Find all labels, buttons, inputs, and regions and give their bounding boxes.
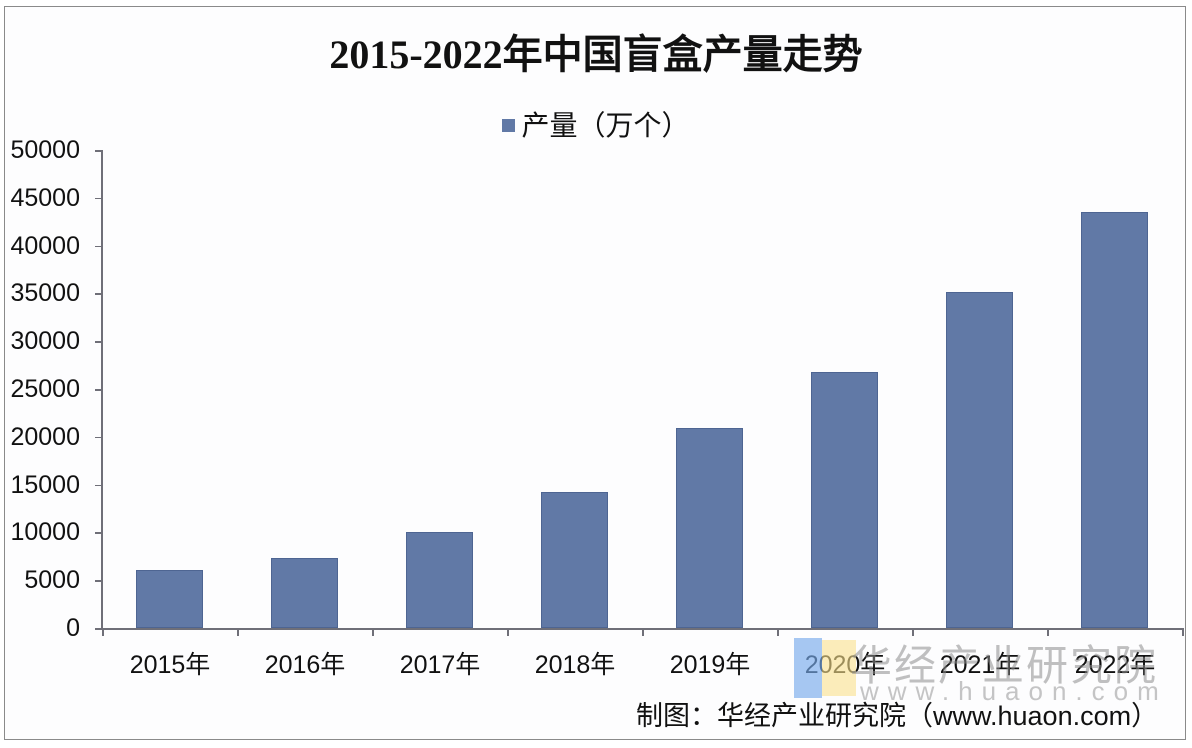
y-tick-label: 40000 <box>10 231 80 260</box>
x-tick-label: 2016年 <box>264 651 346 679</box>
y-tick-label: 15000 <box>10 470 80 499</box>
y-tick <box>95 580 102 582</box>
bar-2016年 <box>271 558 338 628</box>
chart-legend: 产量（万个） <box>0 104 1192 144</box>
y-tick-label: 20000 <box>10 422 80 451</box>
x-tick <box>1047 628 1049 636</box>
y-tick-label: 25000 <box>10 375 80 403</box>
source-note: 制图：华经产业研究院（www.huaon.com） <box>636 701 1159 731</box>
y-tick-label: 35000 <box>10 279 80 308</box>
legend-swatch-icon <box>502 119 516 133</box>
y-tick-label: 30000 <box>10 327 80 356</box>
y-tick <box>95 484 102 487</box>
x-axis <box>101 628 1182 630</box>
x-tick <box>102 628 104 636</box>
x-tick-label: 2019年 <box>669 651 751 679</box>
x-tick <box>777 628 779 636</box>
watermark-url: www.huaon.com <box>860 676 1168 706</box>
bar-2019年 <box>676 428 743 628</box>
y-tick <box>95 436 102 439</box>
x-tick <box>237 628 239 636</box>
watermark-logo-icon-yellow <box>822 640 856 696</box>
y-tick-label: 5000 <box>24 566 80 595</box>
y-tick <box>95 150 102 152</box>
x-tick-label: 2021年 <box>939 651 1021 679</box>
legend-label: 产量（万个） <box>521 110 690 141</box>
x-tick <box>912 628 914 636</box>
bar-2020年 <box>811 371 878 628</box>
y-tick <box>95 341 102 343</box>
x-tick <box>372 628 374 636</box>
x-tick <box>1182 628 1184 636</box>
x-tick <box>507 628 509 636</box>
y-tick-label: 10000 <box>10 518 80 547</box>
x-tick-label: 2015年 <box>129 651 211 679</box>
x-tick-label: 2022年 <box>1074 651 1156 679</box>
y-tick <box>95 532 102 534</box>
bar-2021年 <box>946 291 1013 628</box>
bar-2018年 <box>541 491 608 628</box>
y-tick-label: 50000 <box>10 136 80 164</box>
x-tick-label: 2017年 <box>399 651 481 679</box>
bar-2022年 <box>1081 212 1148 628</box>
chart-title: 2015-2022年中国盲盒产量走势 <box>329 32 863 77</box>
y-tick <box>95 628 102 630</box>
bar-2017年 <box>406 532 473 628</box>
y-tick-label: 45000 <box>10 183 80 212</box>
y-tick <box>95 197 102 200</box>
y-tick-label: 0 <box>66 614 80 642</box>
watermark-text: 华经产业研究院 <box>850 642 1159 689</box>
y-tick <box>95 245 102 248</box>
bar-2015年 <box>136 569 203 628</box>
watermark-logo-icon <box>794 638 822 698</box>
y-axis <box>101 150 103 629</box>
y-tick <box>95 389 102 391</box>
x-tick <box>642 628 644 636</box>
x-tick-label: 2018年 <box>534 651 616 679</box>
y-tick <box>95 293 102 295</box>
